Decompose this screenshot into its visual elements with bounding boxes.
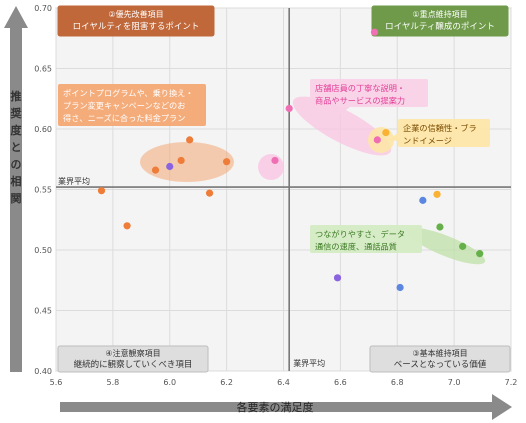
data-point [382,129,390,137]
y-tick-label: 0.65 [34,65,52,74]
annotation-text: プラン変更キャンペーンなどのお [63,101,185,111]
annotation-pointer [326,107,350,124]
data-point [205,189,214,197]
green-highlight [406,227,486,265]
x-tick-label: 5.8 [107,378,120,387]
quadrant-label-background [371,5,509,37]
x-axis-label: 各要素の満足度 [237,400,314,414]
y-tick-label: 0.45 [34,307,52,316]
data-point [151,166,160,174]
highlight-shapes [140,96,486,265]
y-axis-label-char: 相 [11,174,22,188]
annotation-background [398,119,490,147]
data-point [436,223,444,231]
svg-text:推奨度との相関: 推奨度との相関 [10,89,23,205]
y-tick-label: 0.60 [34,125,52,134]
y-axis-label-char: と [11,141,22,154]
pink-highlight [292,96,392,156]
data-point [419,196,427,204]
data-point [459,242,467,250]
data-point [476,250,484,258]
data-point [373,136,381,144]
quadrant-label-title: ②優先改善項目 [108,9,163,19]
data-point [123,222,131,230]
average-y-label: 業界平均 [58,176,90,186]
data-point [370,28,379,36]
x-tick-label: 6.4 [277,378,290,387]
pink-highlight-small [258,154,284,180]
annotation-background [310,225,422,253]
quadrant-label-background [57,345,209,373]
ticks: 5.6 5.8 6.0 6.2 6.4 6.6 6.8 7.0 7.2 0.40 0.45 0.50 0… [34,4,517,387]
annotation-background [58,84,206,126]
annotation-text: ンドイメージ [403,136,452,146]
data-point [177,156,185,165]
annotation-text: 商品やサービスの提案力 [315,96,405,106]
data-point [333,274,342,282]
quadrant-label-subtitle: ロイヤルティ醸成のポイント [385,21,495,32]
y-tick-label: 0.50 [34,246,52,255]
y-tick-label: 0.55 [34,186,52,195]
y-axis-label-char: 奨 [10,106,23,120]
y-tick-label: 0.70 [34,4,52,13]
x-tick-label: 7.2 [505,378,518,387]
quadrant-label-subtitle: ロイヤルティを阻害するポイント [73,21,200,32]
quadrant-label-subtitle: ベースとなっている価値 [394,359,487,370]
annotation-text: 通信の速度、通話品質 [315,242,397,252]
x-axis-arrow [60,394,512,420]
y-axis-label-char: の [11,158,22,171]
annotation-box: 店舗店員の丁寧な説明・商品やサービスの提案力 [310,79,428,124]
quadrant-label-subtitle: 継続的に観察していくべき項目 [74,359,193,370]
data-point [285,104,293,113]
x-tick-label: 6.2 [220,378,233,387]
data-point [166,162,174,171]
quadrant-label-background [57,5,215,37]
quadrant-label-title: ④注意観察項目 [105,348,160,358]
data-point [186,136,194,144]
data-point [396,283,404,292]
x-tick-label: 6.0 [163,378,176,387]
annotation-box: ポイントプログラムや、乗り換え・プラン変更キャンペーンなどのお得さ、ニーズに合っ… [58,84,206,126]
data-points [97,28,484,292]
quadrant-label-background [369,345,511,373]
annotations: ポイントプログラムや、乗り換え・プラン変更キャンペーンなどのお得さ、ニーズに合っ… [58,79,490,253]
annotation-text: ポイントプログラムや、乗り換え・ [63,88,194,98]
data-point [97,187,106,195]
quadrant-label-title: ①重点維持項目 [412,9,467,19]
data-point [271,156,279,165]
y-axis-label-char: 関 [11,192,22,205]
y-axis-label-char: 度 [11,123,23,137]
orange-highlight [140,142,234,182]
x-tick-label: 6.8 [391,378,404,387]
y-tick-label: 0.40 [34,367,52,376]
data-point [223,158,231,166]
annotation-pointer [388,133,398,141]
average-x-label: 業界平均 [293,358,325,368]
average-lines: 業界平均 業界平均 [56,8,511,371]
annotation-text: 店舗店員の丁寧な説明・ [315,83,405,93]
annotation-background [310,79,428,107]
y-axis-arrow [4,6,28,372]
annotation-text: つながりやすさ、データ [315,229,405,239]
y-axis-label: 推奨度との相関 [10,89,23,205]
x-tick-label: 7.0 [448,378,461,387]
x-tick-label: 6.6 [334,378,347,387]
y-axis-label-char: 推 [11,89,22,103]
annotation-text: 企業の信頼性・ブラ [403,123,477,133]
data-point [433,190,441,198]
annotation-text: 得さ、ニーズに合った料金プラン [63,113,185,123]
quadrant-label-title: ③基本維持項目 [412,348,467,358]
x-tick-label: 5.6 [50,378,63,387]
